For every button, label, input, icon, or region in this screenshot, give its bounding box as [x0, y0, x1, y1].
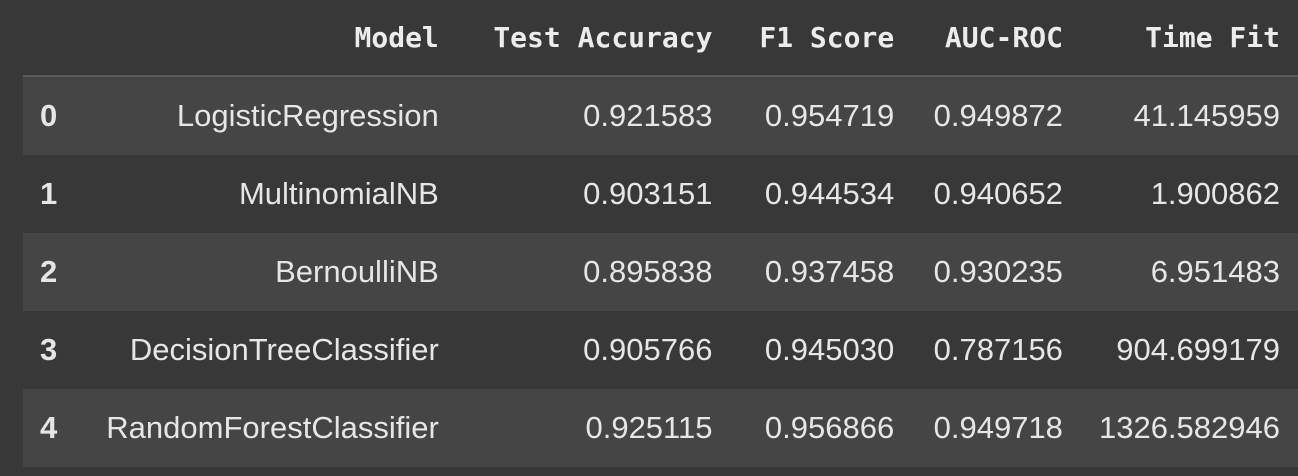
row-index: 3	[40, 332, 58, 367]
table-row: 2 BernoulliNB 0.895838 0.937458 0.930235…	[23, 233, 1298, 311]
cell-f1-score: 0.944534	[764, 176, 895, 211]
results-table: Model Test Accuracy F1 Score AUC-ROC Tim…	[23, 0, 1298, 467]
cell-test-accuracy: 0.905766	[583, 332, 713, 367]
table-row: 0 LogisticRegression 0.921583 0.954719 0…	[23, 76, 1298, 155]
header-auc-roc: AUC-ROC	[912, 0, 1081, 77]
cell-auc-roc: 0.949872	[933, 98, 1063, 133]
cell-time-fit: 1326.582946	[1098, 410, 1280, 445]
header-test-accuracy: Test Accuracy	[456, 0, 731, 77]
cell-model: RandomForestClassifier	[106, 410, 439, 445]
cell-time-fit: 6.951483	[1150, 254, 1280, 289]
cell-test-accuracy: 0.903151	[583, 176, 713, 211]
cell-time-fit: 904.699179	[1116, 332, 1280, 367]
table-row: 4 RandomForestClassifier 0.925115 0.9568…	[23, 389, 1298, 467]
cell-auc-roc: 0.940652	[933, 176, 1063, 211]
cell-time-fit: 1.900862	[1150, 176, 1280, 211]
cell-test-accuracy: 0.895838	[583, 254, 713, 289]
cell-model: MultinomialNB	[238, 176, 439, 211]
header-f1-score: F1 Score	[730, 0, 913, 77]
row-index: 0	[40, 98, 58, 133]
header-model: Model	[88, 0, 457, 77]
cell-auc-roc: 0.949718	[933, 410, 1063, 445]
cell-model: LogisticRegression	[176, 98, 439, 133]
header-index	[23, 0, 89, 77]
cell-test-accuracy: 0.925115	[585, 410, 713, 445]
cell-test-accuracy: 0.921583	[583, 98, 713, 133]
cell-auc-roc: 0.787156	[933, 332, 1063, 367]
table-row: 1 MultinomialNB 0.903151 0.944534 0.9406…	[23, 155, 1298, 233]
table-row: 3 DecisionTreeClassifier 0.905766 0.9450…	[23, 311, 1298, 389]
cell-time-fit: 41.145959	[1133, 98, 1280, 133]
cell-f1-score: 0.937458	[764, 254, 895, 289]
row-index: 2	[40, 254, 58, 289]
cell-f1-score: 0.954719	[764, 98, 895, 133]
cell-f1-score: 0.945030	[764, 332, 895, 367]
cell-f1-score: 0.956866	[764, 410, 895, 445]
header-row: Model Test Accuracy F1 Score AUC-ROC Tim…	[23, 0, 1298, 77]
cell-model: DecisionTreeClassifier	[129, 332, 439, 367]
header-time-fit: Time Fit	[1080, 0, 1298, 77]
row-index: 4	[40, 410, 58, 445]
cell-auc-roc: 0.930235	[933, 254, 1063, 289]
row-index: 1	[40, 176, 58, 211]
cell-model: BernoulliNB	[275, 254, 439, 289]
table-header: Model Test Accuracy F1 Score AUC-ROC Tim…	[23, 0, 1298, 77]
table-body: 0 LogisticRegression 0.921583 0.954719 0…	[23, 76, 1298, 467]
